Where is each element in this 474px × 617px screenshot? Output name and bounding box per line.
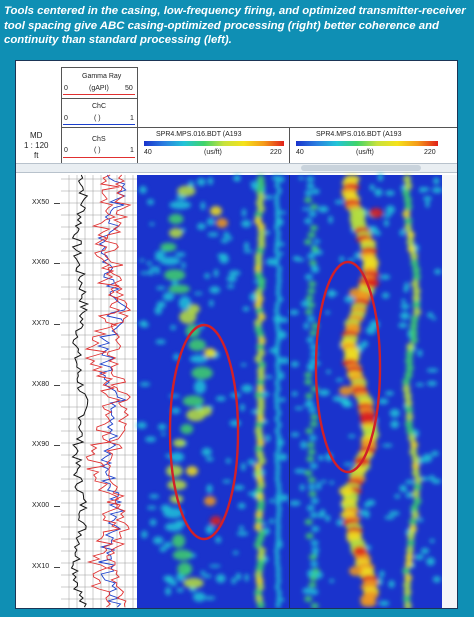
depth-label: XX60	[32, 259, 50, 266]
chc-scale-line	[63, 124, 135, 125]
chs-min-label: 0	[64, 147, 68, 154]
left-track-min: 40	[144, 149, 152, 156]
chc-max-label: 1	[130, 115, 134, 122]
chs-label: ChS	[92, 136, 106, 143]
left-image-track	[136, 174, 290, 608]
depth-label: XX80	[32, 381, 50, 388]
depth-tick	[54, 567, 60, 568]
depth-tick	[54, 445, 60, 446]
depth-label: XX90	[32, 441, 50, 448]
depth-tick	[54, 263, 60, 264]
chc-min-label: 0	[64, 115, 68, 122]
gamma-min-label: 0	[64, 85, 68, 92]
right-highlight-ellipse	[314, 260, 382, 474]
horizontal-scrollbar[interactable]	[16, 163, 457, 173]
depth-tick	[54, 203, 60, 204]
left-track-unit: (us/ft)	[204, 149, 222, 156]
md-unit-label: ft	[34, 151, 39, 160]
right-track-unit: (us/ft)	[356, 149, 374, 156]
chc-unit-label: ( )	[94, 115, 101, 122]
chs-curve	[104, 174, 132, 608]
right-image-track	[289, 173, 443, 608]
depth-tick	[54, 385, 60, 386]
log-body	[61, 173, 457, 608]
image-track-divider	[289, 127, 290, 163]
header-top-line	[61, 67, 137, 68]
figure-caption: Tools centered in the casing, low-freque…	[4, 5, 466, 46]
curve-track-divider	[137, 67, 138, 163]
gamma-bottom-line	[61, 98, 137, 99]
left-track-max: 220	[270, 149, 282, 156]
chs-max-label: 1	[130, 147, 134, 154]
right-track-min: 40	[296, 149, 304, 156]
depth-label: XX00	[32, 502, 50, 509]
depth-tick	[54, 506, 60, 507]
md-label: MD	[30, 131, 43, 140]
left-color-scale	[144, 141, 284, 146]
gamma-unit-label: (gAPI)	[89, 85, 109, 92]
right-track-max: 220	[424, 149, 436, 156]
chc-label: ChC	[92, 103, 107, 110]
gamma-ray-curve	[84, 174, 122, 608]
depth-label: XX10	[32, 563, 50, 570]
left-track-name: SPR4.MPS.016.BDT (A193	[156, 131, 242, 138]
right-margin	[442, 175, 457, 608]
scrollbar-thumb[interactable]	[301, 165, 421, 171]
md-scale-label: 1 : 120	[24, 141, 49, 150]
log-panel: MD 1 : 120 ft Gamma Ray 0 (gAPI) 50 ChC …	[15, 60, 458, 609]
depth-tick	[54, 324, 60, 325]
chs-unit-label: ( )	[94, 147, 101, 154]
right-track-name: SPR4.MPS.016.BDT (A193	[316, 131, 402, 138]
reference-curve	[70, 174, 90, 608]
md-track-divider	[61, 67, 62, 163]
depth-label: XX50	[32, 199, 50, 206]
gamma-ray-label: Gamma Ray	[82, 73, 122, 80]
gamma-scale-line	[63, 94, 135, 95]
gamma-max-label: 50	[125, 85, 133, 92]
right-color-scale	[296, 141, 438, 146]
chs-scale-line	[63, 157, 135, 158]
curve-track-background	[61, 175, 137, 608]
chc-bottom-line	[61, 127, 457, 128]
depth-label: XX70	[32, 320, 50, 327]
left-highlight-ellipse	[168, 323, 240, 541]
